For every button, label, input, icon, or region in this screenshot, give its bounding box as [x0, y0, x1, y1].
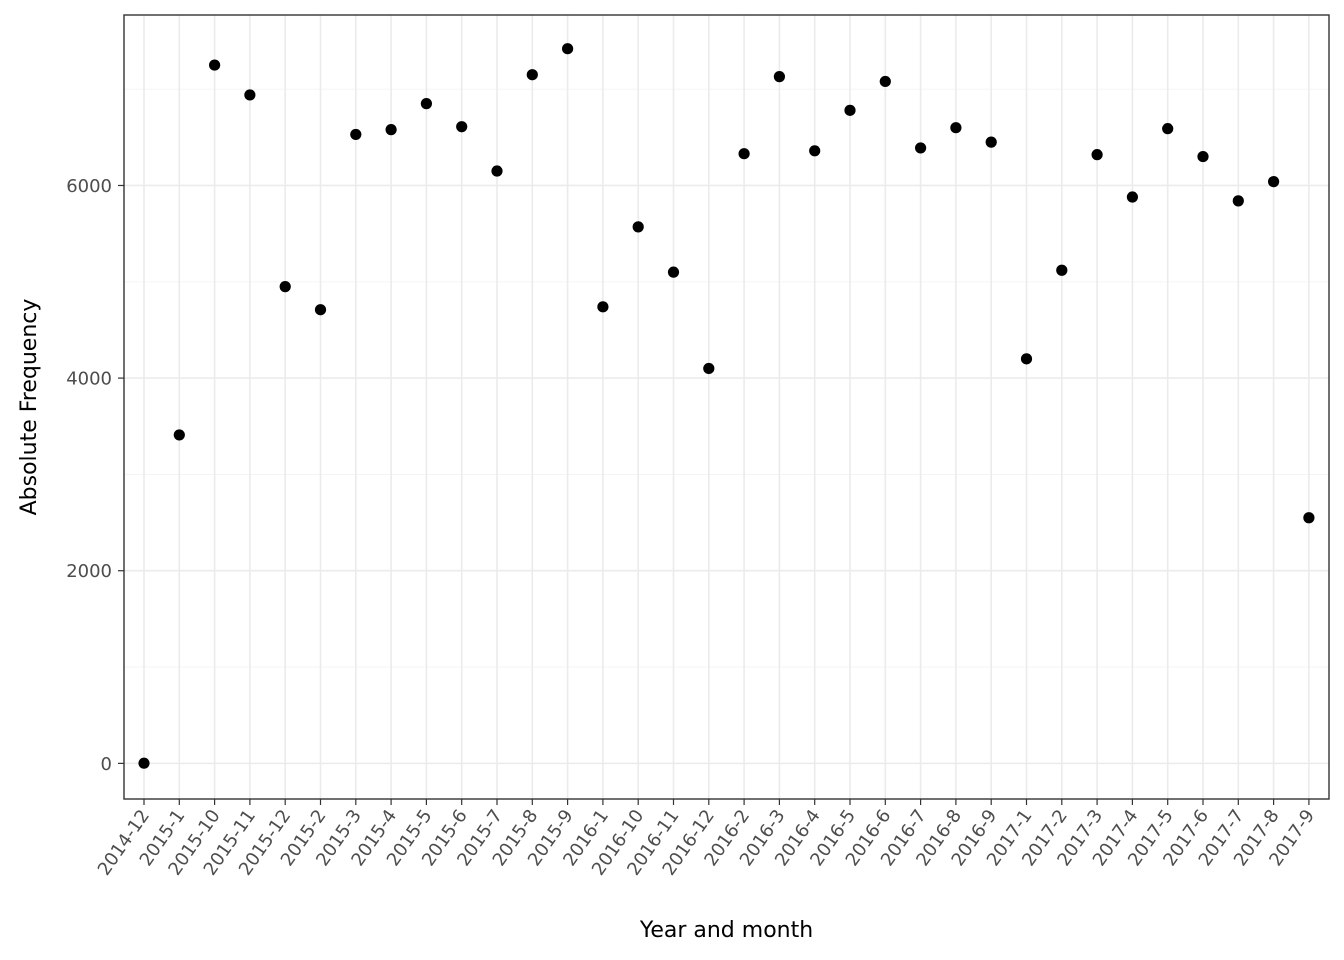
y-tick-label: 4000 — [66, 369, 112, 390]
y-tick-label: 2000 — [66, 561, 112, 582]
data-point — [491, 165, 503, 177]
data-point — [1126, 191, 1138, 203]
data-point — [526, 69, 538, 81]
data-point — [173, 429, 185, 441]
grid-lines — [124, 15, 1329, 799]
data-point — [1091, 149, 1103, 161]
data-point — [597, 301, 609, 313]
data-point — [1056, 264, 1068, 276]
data-point — [314, 304, 327, 316]
data-point — [244, 89, 256, 101]
data-point — [350, 128, 362, 141]
y-axis-title: Absolute Frequency — [17, 299, 42, 516]
data-point — [809, 145, 821, 157]
data-point — [1232, 195, 1244, 207]
data-point — [667, 266, 680, 278]
data-point — [950, 122, 962, 134]
data-point — [844, 104, 856, 116]
data-point — [1162, 123, 1174, 135]
data-point — [562, 43, 574, 55]
data-point — [985, 136, 997, 148]
data-point — [138, 757, 150, 769]
y-tick-label: 0 — [101, 754, 112, 775]
x-axis: 2014-122015-12015-102015-112015-122015-2… — [94, 799, 1319, 879]
data-point — [1303, 512, 1315, 524]
data-point — [879, 75, 891, 88]
data-point — [1197, 150, 1209, 163]
data-point — [456, 121, 468, 133]
data-point — [915, 142, 927, 154]
x-axis-title: Year and month — [639, 918, 813, 943]
data-point — [279, 281, 291, 293]
x-tick-label: 2014-12 — [94, 806, 154, 880]
y-axis: 0 2000 4000 6000 — [66, 176, 124, 775]
data-point — [773, 71, 786, 83]
data-point — [385, 124, 397, 136]
data-point — [420, 98, 432, 110]
panel-border — [123, 14, 1330, 800]
data-point — [632, 221, 644, 233]
data-points — [138, 43, 1315, 769]
data-point — [738, 148, 750, 160]
y-tick-label: 6000 — [66, 176, 112, 197]
data-point — [1020, 353, 1033, 365]
data-point — [703, 362, 715, 375]
data-point — [1268, 176, 1280, 188]
data-point — [209, 59, 221, 71]
